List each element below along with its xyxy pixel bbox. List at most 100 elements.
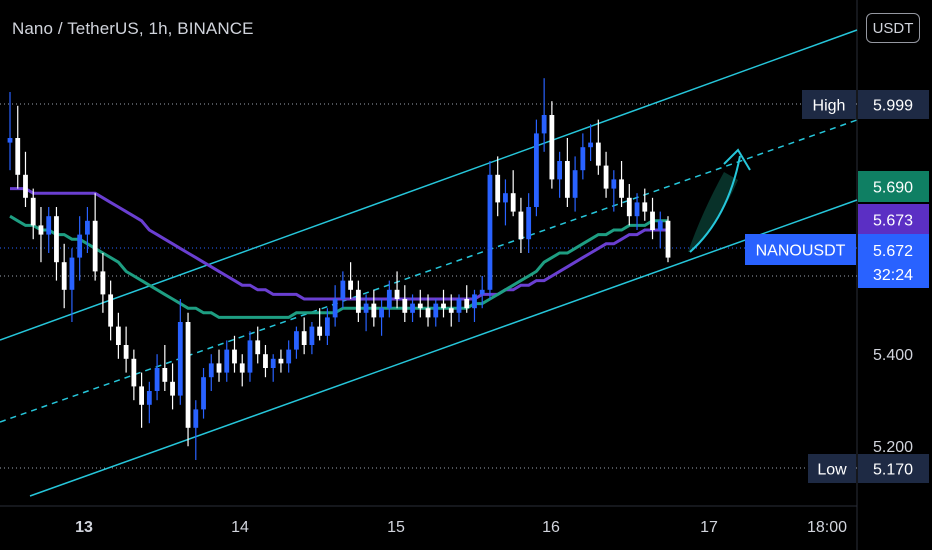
- candle[interactable]: [371, 289, 377, 327]
- candle[interactable]: [557, 151, 563, 198]
- candle[interactable]: [77, 216, 83, 281]
- candle[interactable]: [23, 151, 28, 207]
- candle[interactable]: [441, 289, 446, 318]
- candle[interactable]: [85, 207, 90, 253]
- candle[interactable]: [348, 262, 354, 299]
- candle[interactable]: [479, 276, 485, 309]
- candle[interactable]: [216, 349, 222, 382]
- candle[interactable]: [433, 299, 439, 327]
- candle[interactable]: [232, 335, 237, 373]
- x-tick-label: 18:00: [807, 519, 847, 536]
- candle-body: [162, 368, 168, 382]
- candle[interactable]: [92, 193, 98, 281]
- candle[interactable]: [619, 161, 624, 207]
- candle[interactable]: [417, 289, 423, 318]
- candle[interactable]: [185, 312, 191, 447]
- candle-body: [348, 280, 354, 290]
- candle[interactable]: [38, 207, 44, 263]
- candle-body: [61, 262, 67, 290]
- candle[interactable]: [131, 349, 137, 401]
- candle[interactable]: [7, 92, 13, 171]
- candle[interactable]: [208, 354, 214, 391]
- candle[interactable]: [402, 285, 408, 322]
- candle[interactable]: [503, 179, 508, 226]
- candle[interactable]: [464, 285, 470, 313]
- candle[interactable]: [510, 170, 516, 217]
- candle[interactable]: [123, 326, 129, 373]
- candle[interactable]: [394, 271, 400, 309]
- candle[interactable]: [355, 280, 361, 322]
- candle[interactable]: [177, 299, 183, 405]
- candle[interactable]: [332, 285, 338, 327]
- candle[interactable]: [518, 197, 524, 253]
- candle[interactable]: [650, 197, 655, 240]
- candle[interactable]: [263, 345, 268, 378]
- candle[interactable]: [46, 207, 52, 253]
- candle[interactable]: [549, 101, 555, 189]
- candle[interactable]: [526, 193, 532, 253]
- candle[interactable]: [580, 133, 586, 180]
- candle[interactable]: [448, 294, 454, 327]
- ma-fast-value-label: 5.690: [858, 171, 929, 202]
- candle[interactable]: [61, 243, 67, 309]
- candle[interactable]: [611, 170, 617, 212]
- candle[interactable]: [247, 331, 253, 382]
- candle[interactable]: [317, 308, 323, 341]
- candle[interactable]: [286, 340, 292, 373]
- candle[interactable]: [294, 326, 299, 359]
- candle[interactable]: [603, 151, 609, 198]
- candle[interactable]: [564, 138, 570, 207]
- candle[interactable]: [255, 326, 261, 364]
- candle[interactable]: [170, 363, 175, 410]
- candle[interactable]: [487, 161, 493, 299]
- candle-body: [572, 170, 578, 198]
- candle[interactable]: [410, 294, 415, 322]
- candle[interactable]: [139, 372, 144, 428]
- candle[interactable]: [472, 289, 477, 322]
- candle[interactable]: [193, 400, 199, 460]
- candle[interactable]: [201, 368, 206, 419]
- candle[interactable]: [239, 354, 245, 387]
- candle[interactable]: [30, 188, 36, 240]
- candle[interactable]: [534, 119, 539, 217]
- candle[interactable]: [456, 294, 462, 322]
- candle[interactable]: [154, 354, 160, 401]
- candle[interactable]: [54, 207, 59, 281]
- candle-body: [402, 299, 408, 313]
- candle[interactable]: [115, 312, 121, 359]
- candle[interactable]: [278, 349, 284, 373]
- candle[interactable]: [541, 78, 547, 152]
- candle[interactable]: [309, 322, 315, 355]
- candle[interactable]: [301, 317, 307, 355]
- candle[interactable]: [657, 211, 663, 249]
- candle[interactable]: [588, 124, 593, 161]
- candle[interactable]: [634, 193, 640, 230]
- svg-text:5.999: 5.999: [873, 98, 913, 115]
- candle[interactable]: [162, 345, 168, 391]
- candle-body: [534, 133, 539, 207]
- candle[interactable]: [100, 253, 106, 313]
- candle[interactable]: [495, 156, 501, 217]
- candle[interactable]: [108, 280, 114, 341]
- candle[interactable]: [270, 354, 276, 382]
- candle[interactable]: [595, 119, 601, 175]
- candle[interactable]: [324, 308, 330, 345]
- currency-unit-button[interactable]: USDT: [866, 13, 920, 43]
- candle-body: [108, 294, 114, 327]
- candle[interactable]: [340, 271, 346, 309]
- candle[interactable]: [665, 216, 671, 263]
- candle[interactable]: [626, 184, 632, 226]
- candle-body: [123, 345, 129, 359]
- candle-body: [115, 326, 121, 345]
- candle[interactable]: [146, 381, 152, 424]
- candle[interactable]: [425, 294, 431, 327]
- candle[interactable]: [363, 294, 369, 332]
- candle[interactable]: [572, 156, 578, 212]
- candle[interactable]: [642, 188, 648, 221]
- candle[interactable]: [224, 340, 230, 382]
- candle[interactable]: [69, 248, 75, 322]
- candle[interactable]: [15, 105, 21, 189]
- candle[interactable]: [379, 299, 384, 336]
- candle[interactable]: [386, 280, 392, 318]
